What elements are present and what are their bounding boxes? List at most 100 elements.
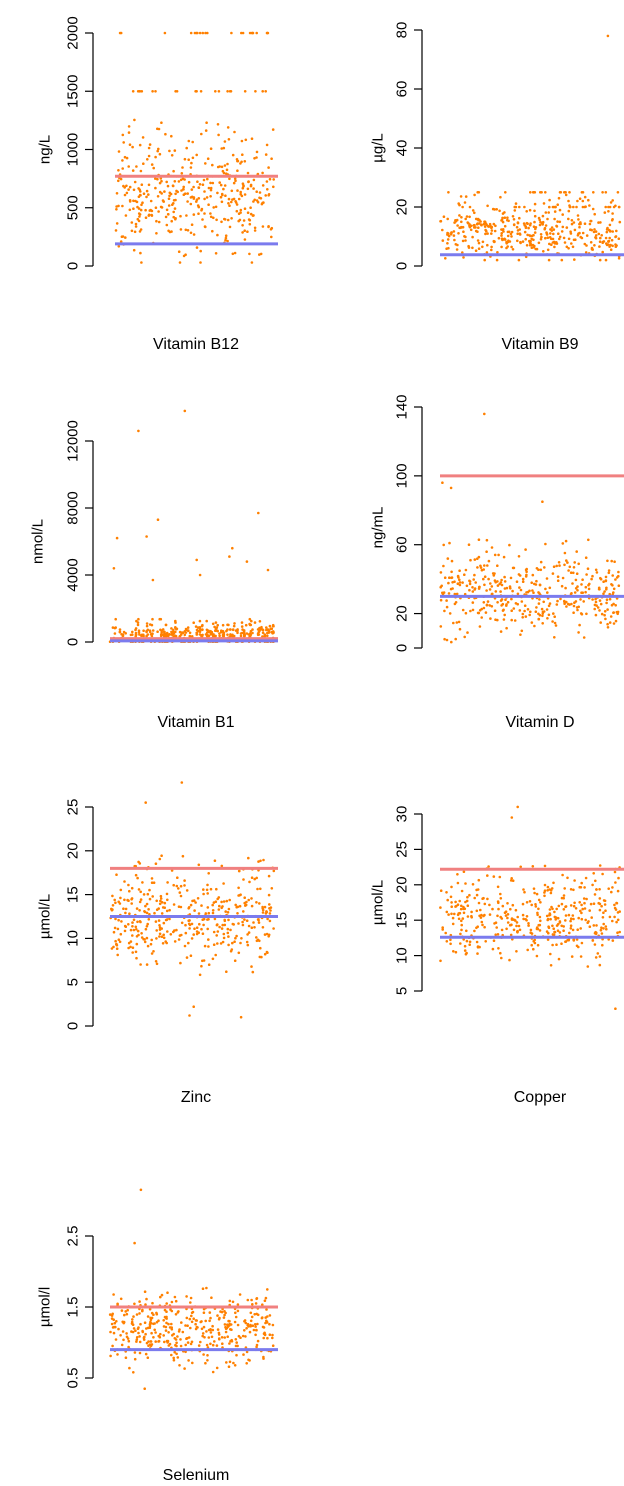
data-point bbox=[525, 244, 529, 247]
data-point bbox=[261, 90, 265, 93]
data-point bbox=[600, 612, 604, 616]
data-point bbox=[507, 219, 510, 223]
data-point bbox=[133, 1241, 136, 1245]
data-point bbox=[466, 904, 470, 907]
data-point bbox=[487, 577, 490, 581]
data-point bbox=[543, 894, 546, 898]
data-point bbox=[190, 1314, 193, 1318]
data-point bbox=[546, 217, 549, 221]
y-tick-label: 4000 bbox=[65, 558, 82, 591]
y-tick-label: 10 bbox=[394, 947, 411, 964]
data-point bbox=[147, 918, 151, 921]
data-point bbox=[270, 235, 273, 239]
data-point bbox=[468, 205, 472, 209]
data-point bbox=[267, 225, 270, 229]
data-point bbox=[233, 940, 236, 943]
data-point bbox=[548, 198, 551, 202]
data-point bbox=[616, 889, 620, 893]
data-point bbox=[450, 912, 453, 916]
data-point bbox=[256, 1313, 260, 1317]
data-point bbox=[152, 1336, 155, 1339]
data-point bbox=[117, 150, 121, 153]
data-point bbox=[116, 953, 119, 957]
data-point bbox=[146, 922, 149, 926]
data-point bbox=[203, 1336, 206, 1339]
data-point bbox=[539, 220, 542, 224]
data-point bbox=[165, 909, 169, 913]
data-point bbox=[266, 917, 269, 921]
data-point bbox=[598, 609, 601, 612]
data-point bbox=[457, 620, 461, 624]
data-point bbox=[556, 599, 559, 603]
data-point bbox=[147, 908, 150, 911]
data-point bbox=[577, 605, 580, 609]
data-point bbox=[494, 933, 498, 936]
data-point bbox=[586, 965, 590, 968]
y-tick-label: 5 bbox=[65, 978, 82, 986]
data-point bbox=[147, 1344, 150, 1347]
data-point bbox=[563, 241, 567, 244]
data-point bbox=[192, 933, 195, 936]
data-point bbox=[226, 162, 229, 166]
data-point bbox=[131, 1323, 135, 1326]
data-point bbox=[265, 932, 269, 936]
data-point bbox=[127, 131, 131, 134]
data-point bbox=[186, 1341, 190, 1344]
data-point bbox=[544, 224, 548, 227]
data-point bbox=[170, 1328, 174, 1331]
data-point bbox=[473, 226, 476, 229]
data-point bbox=[217, 896, 221, 899]
data-point bbox=[239, 1015, 243, 1019]
data-point bbox=[522, 888, 525, 891]
data-point bbox=[232, 1361, 235, 1365]
data-point bbox=[532, 225, 536, 228]
data-point bbox=[464, 239, 467, 242]
data-point bbox=[463, 592, 467, 596]
data-point bbox=[219, 1310, 222, 1313]
data-point bbox=[553, 910, 556, 914]
data-point bbox=[572, 939, 576, 942]
data-point bbox=[477, 611, 481, 615]
data-point bbox=[248, 222, 252, 226]
data-point bbox=[511, 215, 515, 218]
data-point bbox=[173, 180, 177, 183]
data-point bbox=[271, 624, 275, 628]
data-point bbox=[211, 1328, 215, 1332]
data-point bbox=[262, 201, 265, 204]
data-point bbox=[209, 887, 213, 891]
data-point bbox=[186, 1324, 189, 1327]
data-point bbox=[189, 231, 193, 235]
data-point bbox=[125, 1335, 129, 1339]
data-point bbox=[576, 928, 579, 931]
data-point bbox=[577, 218, 580, 221]
data-point bbox=[449, 895, 453, 899]
data-point bbox=[118, 31, 122, 35]
data-point bbox=[497, 947, 500, 950]
data-point bbox=[162, 200, 165, 203]
data-point bbox=[503, 580, 507, 583]
data-point bbox=[192, 213, 196, 216]
data-point bbox=[471, 883, 475, 886]
data-point bbox=[236, 629, 239, 632]
data-point bbox=[226, 633, 229, 636]
data-point bbox=[121, 1330, 125, 1333]
data-point bbox=[141, 201, 144, 204]
data-point bbox=[564, 905, 567, 909]
data-point bbox=[562, 236, 566, 240]
data-point bbox=[572, 604, 576, 608]
data-point bbox=[237, 922, 240, 925]
y-tick-label: 40 bbox=[394, 140, 411, 157]
data-point bbox=[126, 898, 129, 902]
data-point bbox=[268, 1322, 271, 1326]
data-point bbox=[489, 617, 492, 620]
data-point bbox=[519, 241, 522, 245]
data-point bbox=[234, 179, 237, 183]
data-point bbox=[517, 924, 521, 928]
data-point bbox=[253, 877, 256, 881]
data-point bbox=[236, 159, 239, 163]
data-point bbox=[149, 1340, 153, 1343]
data-point bbox=[556, 579, 560, 582]
data-point bbox=[612, 591, 615, 594]
data-point bbox=[120, 1343, 124, 1347]
data-point bbox=[150, 881, 154, 884]
